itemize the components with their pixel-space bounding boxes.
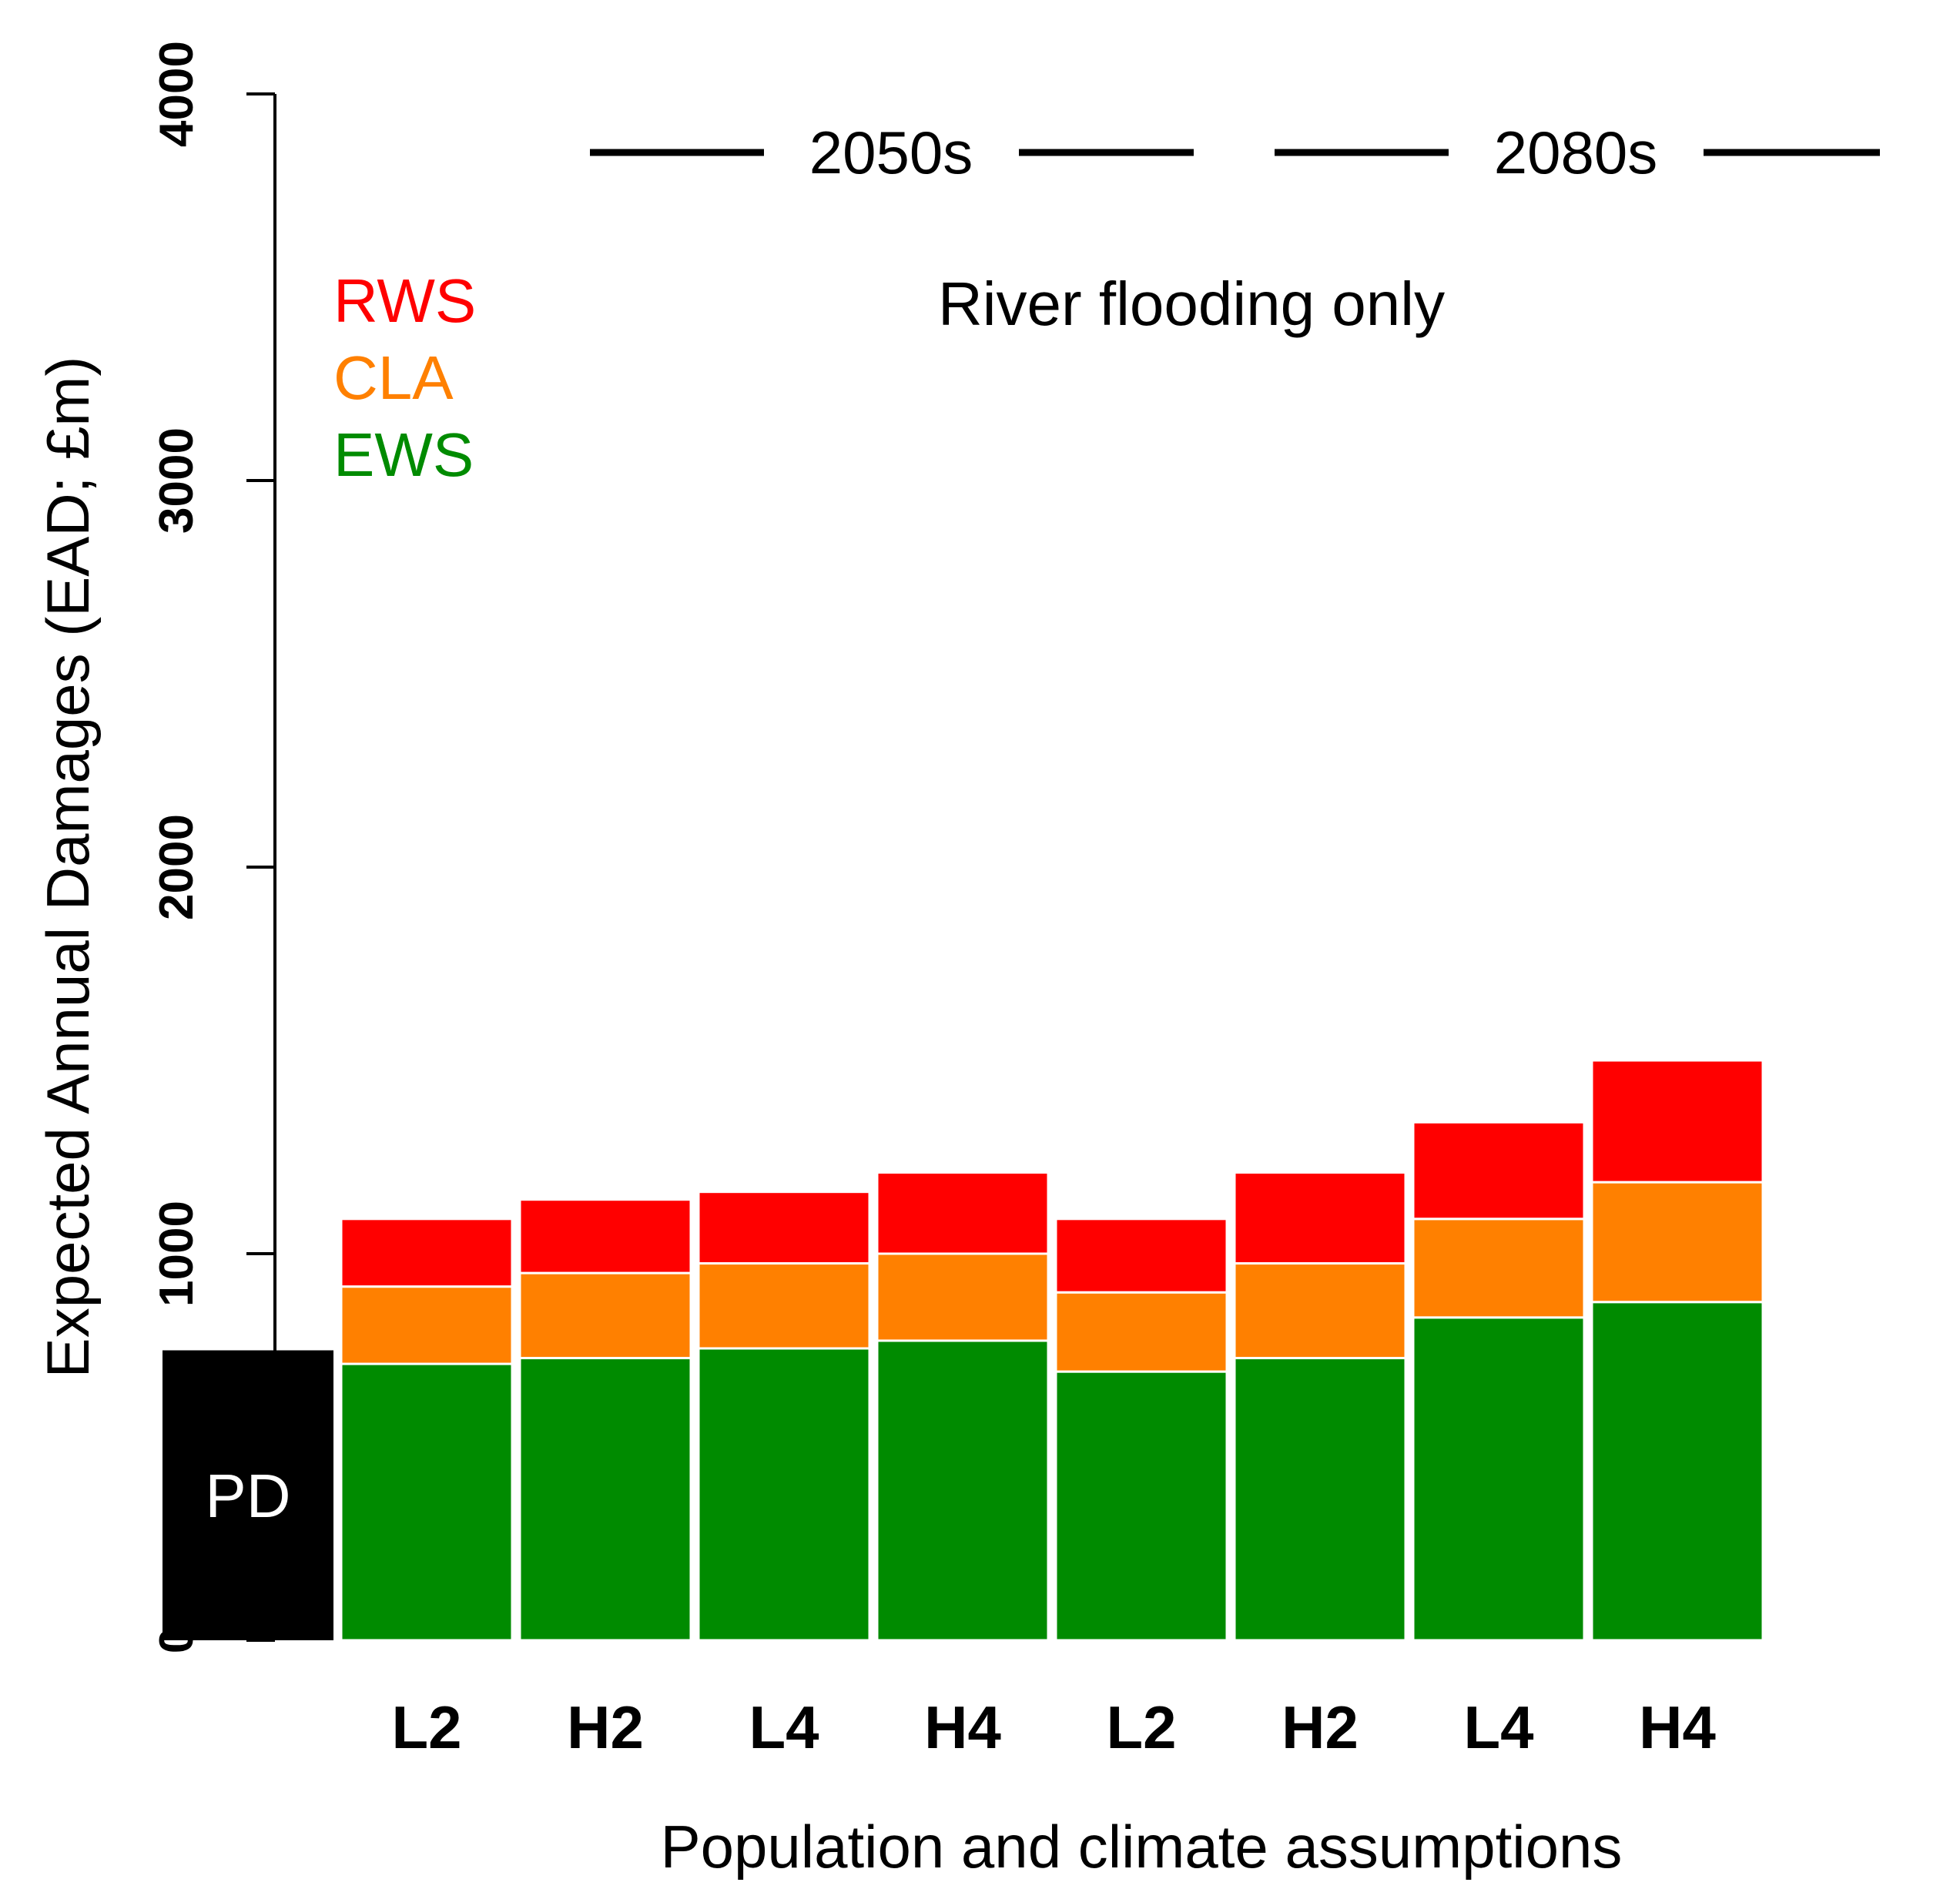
bar-segment-ews-l4 (1412, 1316, 1586, 1642)
x-axis-title: Population and climate assumptions (661, 1813, 1623, 1881)
bar-segment-cla-l4 (1412, 1217, 1586, 1319)
bar-segment-rws-h2 (1233, 1171, 1407, 1265)
x-tick-label: L2 (391, 1693, 461, 1761)
bar-segment-cla-l4 (697, 1262, 871, 1350)
bar-segment-ews-h4 (876, 1339, 1050, 1642)
y-tick-label: 1000 (150, 1201, 203, 1307)
y-tick-label: 3000 (150, 427, 203, 534)
x-tick-label: L4 (1463, 1693, 1533, 1761)
x-tick-label: H2 (1282, 1693, 1359, 1761)
bar-segment-ews-l4 (697, 1347, 871, 1642)
bar-segment-cla-h4 (1590, 1181, 1764, 1304)
bar-segment-ews-l2 (340, 1362, 514, 1642)
bar-segment-cla-l2 (340, 1285, 514, 1365)
bar-segment-rws-l2 (1054, 1217, 1228, 1294)
legend-ews: EWS (333, 420, 474, 489)
period-2050s: 2050s (590, 119, 1194, 186)
x-tick-label: L4 (749, 1693, 819, 1761)
bar-segment-ews-l2 (1054, 1370, 1228, 1642)
legend: RWS CLA EWS (333, 266, 476, 489)
y-axis-ticks: 01000200030004000 (150, 41, 275, 1653)
bar-segment-rws-h2 (518, 1198, 692, 1274)
legend-cla: CLA (333, 343, 454, 412)
legend-rws: RWS (333, 266, 476, 335)
bar-segment-rws-h4 (1590, 1059, 1764, 1184)
x-tick-label: H4 (1639, 1693, 1716, 1761)
x-tick-label: H2 (567, 1693, 644, 1761)
x-tick-label: H4 (924, 1693, 1001, 1761)
bar-segment-cla-h2 (1233, 1262, 1407, 1360)
chart-subtitle: River flooding only (938, 270, 1445, 338)
bar-segment-cla-h2 (518, 1271, 692, 1360)
period-2080s: 2080s (1275, 119, 1880, 186)
y-axis-title: Expected Annual Damages (EAD; £m) (34, 357, 102, 1378)
bar-segment-cla-h4 (876, 1252, 1050, 1342)
bar-pd (162, 1350, 333, 1640)
period-2050s-label: 2050s (809, 119, 973, 186)
bar-pd-label: PD (205, 1462, 290, 1530)
bar-segment-ews-h2 (518, 1357, 692, 1642)
period-2080s-label: 2080s (1494, 119, 1658, 186)
bar-segment-cla-l2 (1054, 1291, 1228, 1373)
y-tick-label: 2000 (150, 814, 203, 920)
x-axis-labels: L2 H2 L4 H4 L2 H2 L4 H4 (391, 1693, 1715, 1761)
bar-segment-ews-h4 (1590, 1301, 1764, 1642)
bar-segment-rws-h4 (876, 1171, 1050, 1255)
x-tick-label: L2 (1106, 1693, 1176, 1761)
bar-segment-rws-l4 (1412, 1120, 1586, 1221)
bar-segment-rws-l4 (697, 1191, 871, 1265)
bar-segment-ews-h2 (1233, 1357, 1407, 1642)
y-tick-label: 4000 (150, 41, 203, 147)
bar-segment-rws-l2 (340, 1217, 514, 1288)
bars-group: PD (162, 1059, 1764, 1642)
